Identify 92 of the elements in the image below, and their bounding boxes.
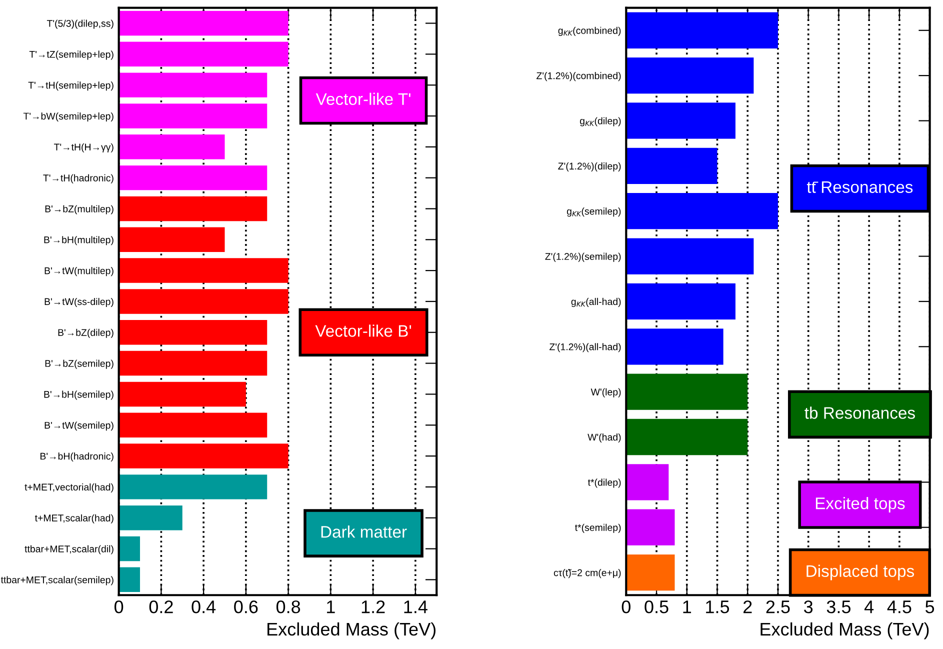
x-tick-label: 0 <box>114 600 124 614</box>
bar <box>118 10 288 36</box>
x-tick-label: 2.5 <box>766 600 790 614</box>
bar <box>626 57 754 94</box>
y-tick-label: t+MET,scalar(had) <box>34 514 114 524</box>
series-label: tt̄ Resonances <box>806 181 913 193</box>
x-tick-label: 0.2 <box>149 600 173 614</box>
bar <box>118 134 225 160</box>
bar <box>118 536 140 562</box>
y-tick-label: g$_{KK}$(dilep) <box>580 117 621 126</box>
y-tick-label: ttbar+MET,scalar(dil) <box>24 545 114 554</box>
bar <box>118 72 268 98</box>
bar <box>118 444 288 468</box>
y-tick-label: B'→bZ(multilep) <box>45 205 114 214</box>
y-tick-label: g$_{KK}$(semilep) <box>566 208 621 217</box>
bar <box>626 238 754 274</box>
x-tick-label: 0.8 <box>276 600 300 614</box>
bar <box>118 350 268 376</box>
x-tick-label: 4 <box>864 600 874 614</box>
bar <box>626 554 675 591</box>
bar <box>626 374 748 410</box>
x-axis-title: Excluded Mass (TeV) <box>760 622 929 640</box>
y-tick-label: W'(lep) <box>590 388 621 398</box>
bar <box>118 258 288 283</box>
y-tick-label: t*(semilep) <box>574 524 621 533</box>
x-tick-label: 1.5 <box>706 600 730 614</box>
x-tick-label: 0 <box>622 600 630 614</box>
bar <box>626 283 736 320</box>
bar <box>626 193 778 230</box>
y-tick-label: B'→tW(ss-dilep) <box>44 298 114 307</box>
bar <box>118 104 268 128</box>
x-tick-label: 1 <box>327 600 335 614</box>
y-tick-label: T'→tH(hadronic) <box>43 174 114 184</box>
y-tick-label: t*(dilep) <box>588 478 621 488</box>
bar <box>626 102 736 139</box>
text: Displaced tops <box>806 564 914 580</box>
x-axis-title: Excluded Mass (TeV) <box>268 622 436 640</box>
y-tick-label: ttbar+MET,scalar(semilep) <box>0 576 114 586</box>
y-tick-label: B'→tW(semilep) <box>44 422 114 431</box>
y-tick-label: B'→bZ(dilep) <box>58 328 114 338</box>
y-tick-label: B'→bH(hadronic) <box>40 452 114 462</box>
text: tb Resonances <box>804 406 915 419</box>
x-tick-label: 3.5 <box>826 600 850 614</box>
y-tick-label: B'→bH(multilep) <box>44 236 114 246</box>
x-tick-label: 1.2 <box>362 600 385 614</box>
bar <box>626 328 724 365</box>
bar <box>118 42 288 67</box>
text: Dark matter <box>321 526 407 538</box>
bar <box>118 567 140 592</box>
y-tick-label: B'→bZ(semilep) <box>45 360 114 369</box>
series-label: Vector-like B' <box>315 324 412 337</box>
x-tick-label: 2 <box>744 600 752 614</box>
y-tick-label: B'→bH(semilep) <box>44 390 114 400</box>
bar <box>626 418 748 456</box>
x-tick-label: 1.4 <box>404 600 428 614</box>
bar <box>118 412 268 438</box>
bar <box>118 196 268 222</box>
bar <box>626 464 669 500</box>
bar <box>626 509 675 546</box>
bar <box>118 474 268 500</box>
text: Vector-like T' <box>316 92 410 105</box>
bar <box>118 289 288 314</box>
y-tick-label: B'→tW(multilep) <box>44 267 114 276</box>
y-tick-label: T'→tZ(semilep+lep) <box>29 50 114 60</box>
y-tick-label: W'(had) <box>588 433 621 443</box>
y-tick-label: Z'(1.2%)(all-had) <box>550 343 621 352</box>
y-tick-label: T'(5/3)(dilep,ss) <box>46 20 114 29</box>
x-tick-label: 1 <box>683 600 692 614</box>
x-tick-label: 0.5 <box>644 600 668 614</box>
y-tick-label: Z'(1.2%)(semilep) <box>545 252 621 262</box>
y-tick-label: Z'(1.2%)(combined) <box>536 72 621 82</box>
bar <box>118 382 246 407</box>
x-tick-label: 4.5 <box>887 600 912 614</box>
bar <box>118 505 182 530</box>
x-tick-label: 0.4 <box>192 600 216 614</box>
x-tick-label: 3 <box>804 600 813 614</box>
y-tick-label: g$_{KK}$(combined) <box>558 26 621 36</box>
y-tick-label: cτ(t̃)=2 cm(e+μ) <box>554 569 621 578</box>
bar <box>626 148 718 184</box>
y-tick-label: T'→tH(H→γγ) <box>54 143 114 152</box>
x-tick-label: 5 <box>926 600 934 614</box>
y-tick-label: Z'(1.2%)(dilep) <box>558 162 621 172</box>
y-tick-label: g$_{KK}$(all-had) <box>571 298 621 307</box>
y-tick-label: T'→tH(semilep+lep) <box>28 82 114 91</box>
bar <box>118 227 225 252</box>
y-tick-label: t+MET,vectorial(had) <box>24 483 114 492</box>
bar <box>626 12 778 48</box>
x-tick-label: 0.6 <box>234 600 258 614</box>
text: Excited tops <box>816 497 905 513</box>
y-tick-label: T'→bW(semilep+lep) <box>23 112 114 122</box>
bar <box>118 320 268 345</box>
bar <box>118 165 268 190</box>
